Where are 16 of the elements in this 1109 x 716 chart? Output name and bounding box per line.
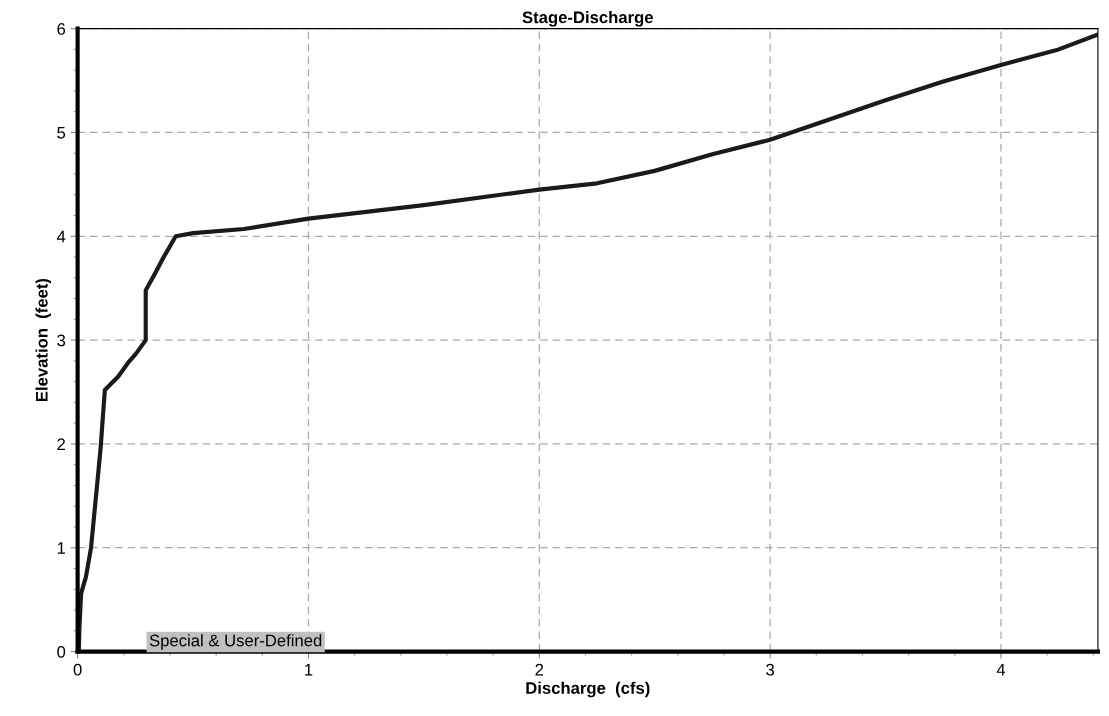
y-tick-label: 6	[57, 23, 66, 35]
y-tick-label: 2	[57, 438, 65, 450]
x-tick-label: 4	[996, 663, 1006, 676]
x-tick-label: 2	[535, 663, 544, 676]
y-tick-label: 0	[57, 645, 66, 658]
x-tick-label: 0	[73, 663, 82, 676]
y-tick-label: 5	[57, 127, 66, 139]
y-axis-title: Elevation (feet)	[35, 278, 51, 402]
y-tick-label: 4	[56, 230, 66, 243]
y-tick-label: 3	[57, 334, 66, 347]
chart-title: Stage-Discharge	[522, 11, 653, 27]
x-tick-label: 3	[766, 663, 775, 676]
x-tick-label: 1	[305, 663, 313, 676]
annotation: Special & User-Defined	[149, 634, 322, 650]
y-tick-label: 1	[57, 542, 66, 554]
x-axis-title: Discharge (cfs)	[526, 681, 650, 698]
